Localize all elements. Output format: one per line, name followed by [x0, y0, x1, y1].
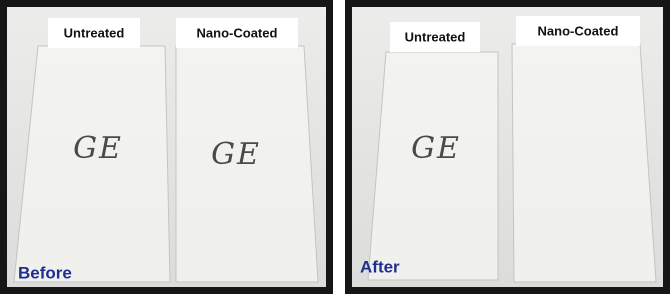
panel-label: Before	[18, 263, 72, 282]
handwritten-marking: GE	[211, 137, 261, 172]
page: Untreated GE Nano-Coated GE Before Untreated G…	[0, 0, 670, 294]
slide-label: Untreated	[64, 25, 125, 40]
handwritten-marking: GE	[411, 131, 461, 166]
slide-label: Untreated	[405, 29, 466, 44]
handwritten-marking: GE	[73, 131, 123, 166]
photo-panel: Untreated GE Nano-Coated After	[345, 0, 670, 294]
slide-label: Nano-Coated	[538, 23, 619, 38]
glass-slide	[368, 52, 498, 280]
photo-comparison: Untreated GE Nano-Coated GE Before Untreated G…	[0, 0, 670, 294]
photo-panel: Untreated GE Nano-Coated GE Before	[0, 0, 333, 294]
glass-slide	[512, 44, 656, 282]
panel-label: After	[360, 257, 400, 276]
slide-label: Nano-Coated	[197, 25, 278, 40]
